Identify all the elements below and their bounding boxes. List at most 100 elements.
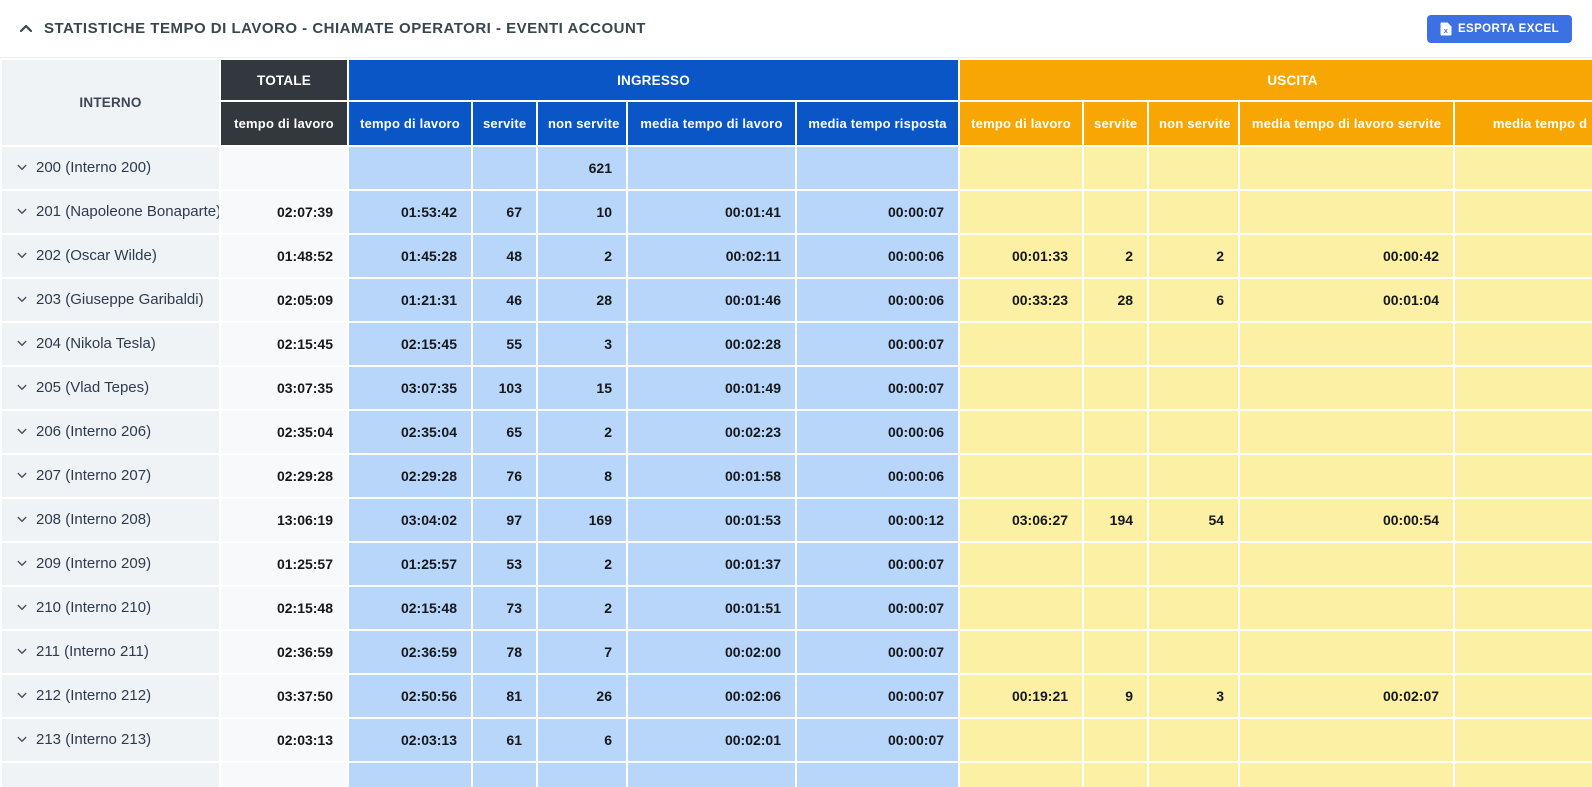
- cell-ingresso-0: 02:03:13: [349, 719, 471, 761]
- cell-uscita-4: [1455, 191, 1592, 233]
- row-expander[interactable]: 204 (Nikola Tesla): [2, 323, 219, 365]
- row-label: 211 (Interno 211): [36, 643, 149, 661]
- cell-ingresso-0: 02:35:04: [349, 411, 471, 453]
- cell-uscita-1: [1084, 455, 1148, 497]
- cell-uscita-0: [960, 763, 1083, 787]
- row-expander[interactable]: 212 (Interno 212): [2, 675, 219, 717]
- cell-uscita-0: [960, 323, 1083, 365]
- cell-uscita-1: [1084, 147, 1148, 189]
- row-expander[interactable]: [2, 763, 219, 787]
- chevron-up-icon[interactable]: [16, 19, 36, 39]
- cell-ingresso-4: [797, 763, 959, 787]
- chevron-down-icon[interactable]: [16, 556, 28, 573]
- cell-ingresso-2: 621: [538, 147, 626, 189]
- cell-ingresso-0: 01:45:28: [349, 235, 471, 277]
- chevron-down-icon[interactable]: [16, 292, 28, 309]
- cell-ingresso-2: 2: [538, 235, 626, 277]
- cell-ingresso-2: 26: [538, 675, 626, 717]
- cell-uscita-0: [960, 367, 1083, 409]
- chevron-down-icon[interactable]: [16, 732, 28, 749]
- cell-uscita-4: [1455, 411, 1592, 453]
- cell-ingresso-0: 01:25:57: [349, 543, 471, 585]
- row-expander[interactable]: 201 (Napoleone Bonaparte): [2, 191, 219, 233]
- row-expander[interactable]: 209 (Interno 209): [2, 543, 219, 585]
- row-expander[interactable]: 203 (Giuseppe Garibaldi): [2, 279, 219, 321]
- cell-ingresso-0: [349, 147, 471, 189]
- table-row: 206 (Interno 206) 02:35:04 02:35:04 65 2 00:0…: [2, 411, 1592, 453]
- cell-ingresso-2: 2: [538, 411, 626, 453]
- cell-uscita-4: [1455, 279, 1592, 321]
- col-header-uscita-2: non servite: [1149, 102, 1239, 145]
- chevron-down-icon[interactable]: [16, 204, 28, 221]
- cell-ingresso-2: 2: [538, 543, 626, 585]
- row-expander[interactable]: 208 (Interno 208): [2, 499, 219, 541]
- cell-uscita-3: [1240, 763, 1454, 787]
- chevron-down-icon[interactable]: [16, 160, 28, 177]
- cell-uscita-2: [1149, 367, 1239, 409]
- chevron-down-icon[interactable]: [16, 424, 28, 441]
- chevron-down-icon[interactable]: [16, 644, 28, 661]
- row-expander[interactable]: 206 (Interno 206): [2, 411, 219, 453]
- cell-ingresso-3: 00:02:23: [628, 411, 795, 453]
- chevron-down-icon[interactable]: [16, 688, 28, 705]
- cell-totale-tempo-di-lavoro: [221, 763, 347, 787]
- cell-ingresso-4: 00:00:07: [797, 719, 959, 761]
- chevron-down-icon[interactable]: [16, 248, 28, 265]
- chevron-down-icon[interactable]: [16, 380, 28, 397]
- chevron-down-icon[interactable]: [16, 468, 28, 485]
- cell-ingresso-0: [349, 763, 471, 787]
- chevron-down-icon[interactable]: [16, 512, 28, 529]
- row-label: 203 (Giuseppe Garibaldi): [36, 291, 204, 309]
- row-expander[interactable]: 202 (Oscar Wilde): [2, 235, 219, 277]
- cell-ingresso-1: 46: [473, 279, 536, 321]
- export-excel-button[interactable]: x ESPORTA EXCEL: [1426, 14, 1572, 43]
- chevron-down-icon[interactable]: [16, 336, 28, 353]
- cell-ingresso-3: 00:02:00: [628, 631, 795, 673]
- cell-ingresso-4: 00:00:07: [797, 587, 959, 629]
- cell-uscita-2: 3: [1149, 675, 1239, 717]
- cell-ingresso-4: 00:00:07: [797, 631, 959, 673]
- col-header-ingresso-3: media tempo di lavoro: [628, 102, 795, 145]
- cell-ingresso-3: 00:01:53: [628, 499, 795, 541]
- cell-totale-tempo-di-lavoro: 02:15:48: [221, 587, 347, 629]
- cell-ingresso-0: 02:36:59: [349, 631, 471, 673]
- col-header-ingresso-4: media tempo risposta: [797, 102, 959, 145]
- col-header-ingresso-1: servite: [473, 102, 536, 145]
- row-expander[interactable]: 207 (Interno 207): [2, 455, 219, 497]
- cell-uscita-1: [1084, 719, 1148, 761]
- cell-uscita-3: [1240, 455, 1454, 497]
- cell-uscita-0: 00:33:23: [960, 279, 1083, 321]
- cell-ingresso-4: [797, 147, 959, 189]
- cell-ingresso-1: 67: [473, 191, 536, 233]
- col-header-uscita-0: tempo di lavoro: [960, 102, 1083, 145]
- chevron-down-icon[interactable]: [16, 600, 28, 617]
- row-expander[interactable]: 200 (Interno 200): [2, 147, 219, 189]
- table-row: 209 (Interno 209) 01:25:57 01:25:57 53 2 00:0…: [2, 543, 1592, 585]
- col-header-totale-0: tempo di lavoro: [221, 102, 347, 145]
- cell-ingresso-0: 02:29:28: [349, 455, 471, 497]
- cell-totale-tempo-di-lavoro: 03:07:35: [221, 367, 347, 409]
- cell-uscita-0: [960, 455, 1083, 497]
- cell-uscita-0: [960, 543, 1083, 585]
- cell-ingresso-1: 81: [473, 675, 536, 717]
- row-expander[interactable]: 205 (Vlad Tepes): [2, 367, 219, 409]
- col-header-uscita-3: media tempo di lavoro servite: [1240, 102, 1454, 145]
- cell-uscita-1: 9: [1084, 675, 1148, 717]
- row-expander[interactable]: 211 (Interno 211): [2, 631, 219, 673]
- cell-ingresso-1: 48: [473, 235, 536, 277]
- cell-uscita-4: [1455, 631, 1592, 673]
- cell-ingresso-2: 8: [538, 455, 626, 497]
- cell-ingresso-1: 76: [473, 455, 536, 497]
- row-expander[interactable]: 213 (Interno 213): [2, 719, 219, 761]
- row-expander[interactable]: 210 (Interno 210): [2, 587, 219, 629]
- cell-uscita-4: [1455, 235, 1592, 277]
- cell-uscita-2: [1149, 455, 1239, 497]
- statistics-table: INTERNO TOTALE INGRESSO USCITA tempo di lavo…: [0, 58, 1592, 787]
- cell-totale-tempo-di-lavoro: 02:36:59: [221, 631, 347, 673]
- cell-uscita-4: [1455, 455, 1592, 497]
- row-label: 208 (Interno 208): [36, 511, 152, 529]
- cell-ingresso-0: 01:21:31: [349, 279, 471, 321]
- table-row: [2, 763, 1592, 787]
- cell-ingresso-2: 7: [538, 631, 626, 673]
- excel-file-icon: x: [1440, 22, 1452, 36]
